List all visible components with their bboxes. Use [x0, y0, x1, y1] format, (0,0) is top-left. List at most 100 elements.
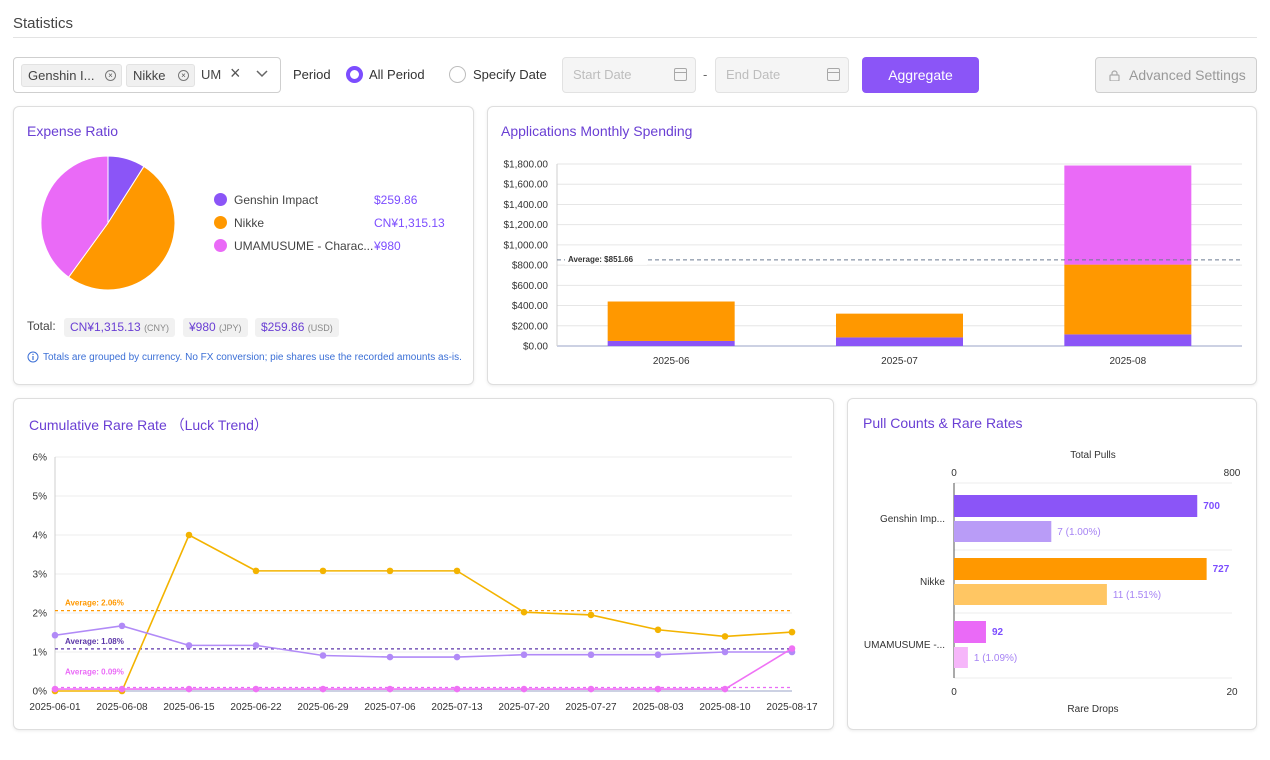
data-point [721, 648, 729, 656]
average-label: Average: 1.08% [65, 637, 124, 646]
data-point [453, 567, 461, 575]
bottom-axis-tick: 20 [1226, 687, 1238, 698]
total-label: Total: [27, 319, 56, 333]
data-point [51, 685, 59, 693]
pull-counts-title: Pull Counts & Rare Rates [863, 415, 1023, 431]
legend-swatch-nikke [214, 216, 227, 229]
x-tick-label: 2025-06-08 [96, 702, 148, 713]
start-date-input[interactable]: Start Date [562, 57, 696, 93]
expense-ratio-title: Expense Ratio [27, 123, 119, 139]
data-point [587, 651, 595, 659]
legend-label-genshin: Genshin Impact [234, 193, 319, 207]
category-label: Nikke [920, 577, 945, 588]
data-point [386, 567, 394, 575]
data-point [453, 685, 461, 693]
x-tick-label: 2025-07 [881, 356, 918, 367]
category-label: UMAMUSUME -... [864, 640, 945, 651]
clear-icon[interactable]: × [230, 63, 241, 83]
x-tick-label: 2025-06-15 [163, 702, 215, 713]
data-point [386, 685, 394, 693]
series-line [54, 625, 792, 658]
filter-tag-label: Nikke [133, 68, 166, 83]
luck-trend-card [13, 398, 834, 730]
bar-segment [1064, 334, 1192, 346]
y-tick-label: 4% [33, 531, 48, 542]
radio-all-period-label[interactable]: All Period [369, 67, 425, 82]
x-tick-label: 2025-08 [1109, 356, 1146, 367]
series-line [55, 533, 793, 692]
legend-label-nikke: Nikke [234, 216, 265, 230]
page-title: Statistics [13, 15, 74, 32]
pie-slice [67, 165, 176, 291]
total-chip-cny: CN¥1,315.13 (CNY) [64, 318, 176, 337]
filter-tag[interactable]: Genshin I... × [21, 64, 122, 87]
x-tick-label: 2025-07-06 [364, 702, 416, 713]
average-label-bg [565, 252, 647, 265]
data-point [520, 685, 528, 693]
calendar-icon [674, 68, 687, 81]
total-chip-usd: $259.86 (USD) [255, 318, 339, 337]
rare-label: 11 (1.51%) [1113, 590, 1161, 601]
radio-specify-date[interactable] [449, 66, 466, 83]
data-point [319, 652, 327, 659]
x-tick-label: 2025-06 [653, 356, 690, 367]
top-axis-tick: 800 [1224, 468, 1241, 479]
total-unit: (USD) [307, 323, 333, 333]
data-point [252, 567, 260, 575]
period-label: Period [293, 67, 331, 82]
y-tick-label: 2% [33, 609, 48, 620]
data-point [252, 642, 260, 649]
monthly-spending-chart: $0.00 $200.00 $400.00 $600.00 $800.00 $1,000.… [504, 160, 1242, 367]
x-tick-label: 2025-08-10 [699, 702, 751, 713]
x-tick-label: 2025-07-27 [565, 702, 617, 713]
radio-specify-date-label[interactable]: Specify Date [473, 67, 547, 82]
data-point [386, 653, 394, 661]
remove-tag-icon[interactable]: × [105, 70, 116, 81]
end-date-input[interactable]: End Date [715, 57, 849, 93]
monthly-spending-title: Applications Monthly Spending [501, 123, 693, 139]
chevron-down-icon[interactable] [254, 66, 270, 82]
pull-bar [954, 558, 1207, 580]
data-point [788, 645, 796, 652]
data-point [587, 685, 595, 693]
y-tick-label: $800.00 [512, 261, 549, 272]
luck-trend-title: Cumulative Rare Rate （Luck Trend） [29, 417, 268, 433]
legend-swatch-umamusume [214, 239, 227, 252]
radio-all-period[interactable] [346, 66, 363, 83]
x-tick-label: 2025-08-03 [632, 702, 684, 713]
data-point [319, 685, 327, 693]
data-point [721, 633, 729, 640]
remove-tag-icon[interactable]: × [178, 70, 189, 81]
y-tick-label: $1,400.00 [504, 200, 549, 211]
data-point [654, 685, 662, 693]
total-unit: (CNY) [144, 323, 170, 333]
legend-value-nikke: CN¥1,315.13 [374, 216, 445, 230]
lock-icon [1109, 70, 1120, 81]
advanced-settings-button[interactable]: Advanced Settings [1095, 57, 1257, 93]
filter-search-input[interactable]: UM [201, 67, 222, 82]
legend-value-genshin: $259.86 [374, 193, 418, 207]
x-tick-label: 2025-08-17 [766, 702, 818, 713]
y-tick-label: 6% [33, 453, 48, 464]
app-filter-select[interactable]: Genshin I... × Nikke × UM × [13, 57, 281, 93]
y-tick-label: $1,000.00 [504, 240, 549, 251]
average-label: Average: $851.66 [568, 255, 634, 264]
pull-bar [954, 495, 1198, 517]
aggregate-button[interactable]: Aggregate [862, 57, 979, 93]
total-unit: (JPY) [219, 323, 242, 333]
data-point [51, 631, 59, 639]
info-icon [27, 351, 39, 363]
series-line [55, 647, 793, 690]
top-axis-tick: 0 [951, 468, 957, 479]
end-date-placeholder: End Date [726, 67, 781, 82]
filter-tag[interactable]: Nikke × [126, 64, 195, 87]
start-date-placeholder: Start Date [573, 67, 632, 82]
y-tick-label: $400.00 [512, 301, 549, 312]
luck-trend-chart: 0% 1% 2% 3% 4% 5% 6% 2025-06-01 2025-06-08 2025-0… [29, 453, 818, 714]
pie-slice [40, 155, 109, 278]
data-point [118, 685, 126, 693]
bar-segment [607, 340, 735, 346]
data-point [185, 531, 193, 539]
data-point [520, 651, 528, 659]
data-point [520, 608, 528, 616]
